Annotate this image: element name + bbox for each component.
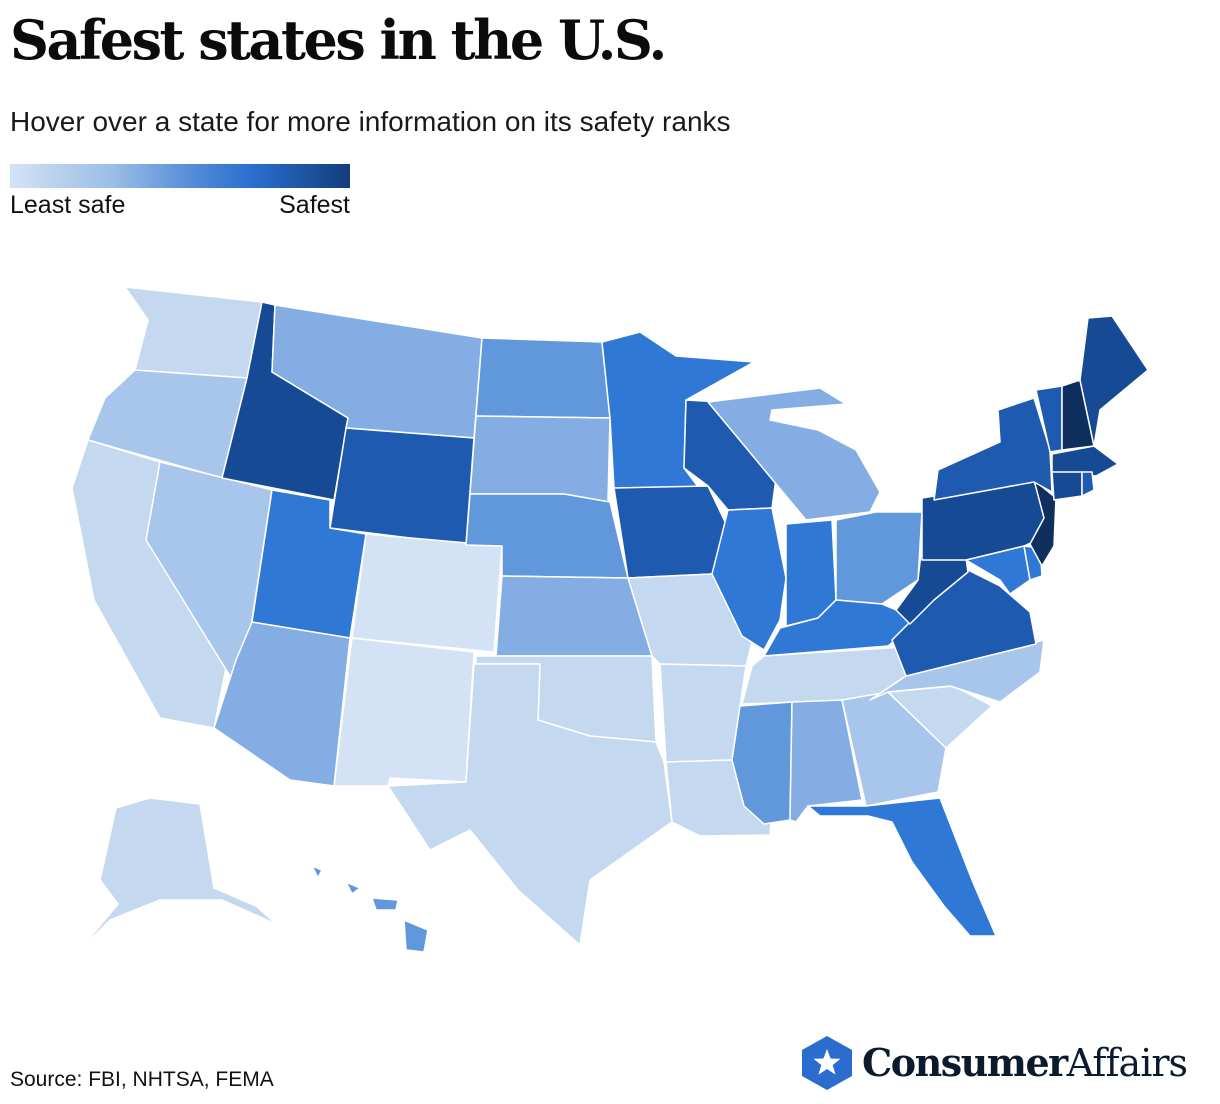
state-ri[interactable]: Rhode Island	[1081, 471, 1095, 497]
state-ia[interactable]: Iowa	[613, 485, 729, 579]
state-tx[interactable]: Texas	[387, 663, 673, 946]
state-ak[interactable]: Alaska	[79, 797, 277, 951]
state-oh[interactable]: Ohio	[835, 511, 923, 605]
state-ks[interactable]: Kansas	[495, 575, 653, 657]
state-fl[interactable]: Florida	[807, 797, 997, 937]
page-subtitle: Hover over a state for more information …	[10, 106, 731, 137]
state-ct[interactable]: Connecticut	[1051, 471, 1083, 501]
star-badge-icon	[802, 1036, 852, 1090]
state-wy[interactable]: Wyoming	[329, 427, 475, 546]
states-layer: Washington Oregon California Nevada Idah…	[71, 286, 1149, 953]
logo-wordmark: ConsumerAffairs	[862, 1040, 1188, 1086]
state-il[interactable]: Illinois	[711, 507, 787, 651]
badge-star	[813, 1049, 841, 1075]
legend-gradient-bar	[10, 164, 350, 188]
state-nd[interactable]: North Dakota	[475, 337, 611, 419]
consumer-affairs-logo[interactable]: ConsumerAffairs	[800, 1034, 1212, 1094]
state-wv[interactable]: West Virginia	[895, 543, 969, 625]
logo-wordmark-light: Affairs	[1066, 1041, 1188, 1085]
state-co[interactable]: Colorado	[351, 533, 503, 653]
state-ma[interactable]: Massachusetts	[1051, 445, 1119, 477]
legend-min-label: Least safe	[10, 191, 126, 219]
page-title: Safest states in the U.S.	[10, 8, 667, 72]
source-note: Source: FBI, NHTSA, FEMA	[10, 1068, 274, 1091]
state-az[interactable]: Arizona	[213, 621, 351, 787]
state-sd[interactable]: South Dakota	[469, 415, 611, 503]
state-wa[interactable]: Washington	[124, 286, 263, 379]
color-legend: Least safe Safest	[10, 164, 350, 219]
state-hi[interactable]: Hawaii	[311, 865, 429, 953]
state-nm[interactable]: New Mexico	[333, 637, 475, 787]
state-mi[interactable]: Michigan	[707, 387, 881, 521]
logo-wordmark-bold: Consumer	[862, 1040, 1068, 1085]
legend-max-label: Safest	[279, 191, 350, 219]
us-choropleth-map: Washington Oregon California Nevada Idah…	[71, 286, 1149, 953]
state-me[interactable]: Maine	[1079, 315, 1149, 447]
state-ar[interactable]: Arkansas	[659, 663, 747, 763]
